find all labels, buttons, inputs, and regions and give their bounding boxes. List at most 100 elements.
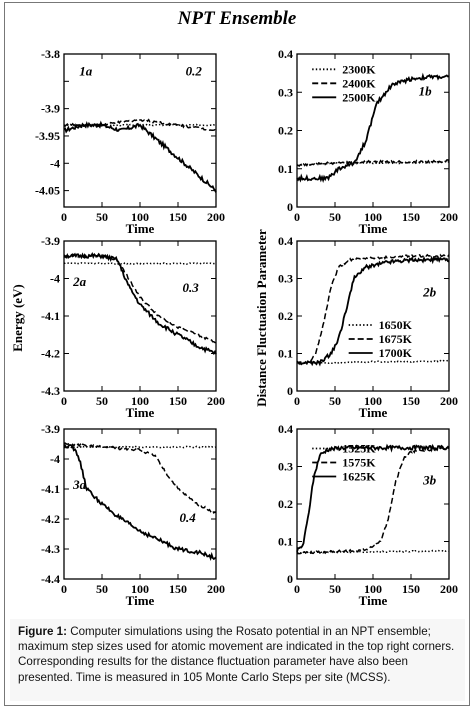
y-tick-label: -4 bbox=[50, 452, 60, 466]
legend-entry: 1700K bbox=[379, 346, 413, 360]
y-tick-label: -4 bbox=[50, 272, 60, 286]
y-tick-label: -4.1 bbox=[41, 309, 60, 323]
series-line-dotted bbox=[296, 359, 450, 365]
legend-entry: 1650K bbox=[379, 318, 413, 332]
plot-frame bbox=[296, 240, 450, 392]
y-tick-label: -4.4 bbox=[41, 572, 60, 586]
x-tick-label: 100 bbox=[131, 582, 149, 596]
step-size-label: 0.2 bbox=[186, 63, 203, 78]
step-size-label: 0.3 bbox=[183, 280, 200, 295]
figure-caption: Figure 1: Computer simulations using the… bbox=[10, 619, 465, 701]
x-tick-label: 150 bbox=[402, 394, 420, 408]
panel-2a: 0 50 100 150 200 Time -3.9 -4 -4.1 -4.2 -4.3 2a 0.3 bbox=[41, 234, 225, 420]
series-line-dashed bbox=[296, 253, 450, 366]
chart-area: Energy (eV) Distance Fluctuation Paramet… bbox=[10, 47, 458, 608]
x-tick-label: 100 bbox=[364, 582, 382, 596]
x-axis-label: Time bbox=[359, 405, 388, 420]
panel-label: 3b bbox=[422, 473, 437, 488]
y-tick-label: 0 bbox=[287, 200, 293, 214]
y-tick-label: -3.95 bbox=[35, 129, 60, 143]
series-line-solid bbox=[296, 255, 450, 367]
y-tick-label: -4.2 bbox=[41, 512, 60, 526]
caption-label: Figure 1: bbox=[18, 625, 67, 638]
series-line-solid bbox=[63, 444, 217, 561]
x-tick-label: 0 bbox=[61, 394, 67, 408]
y-tick-label: 0.2 bbox=[278, 124, 293, 138]
y-tick-label: -4.05 bbox=[35, 184, 60, 198]
x-tick-label: 0 bbox=[294, 394, 300, 408]
legend-entry: 2500K bbox=[342, 90, 376, 104]
panel-label: 1a bbox=[79, 63, 93, 78]
left-y-axis-label: Energy (eV) bbox=[10, 284, 25, 352]
y-tick-label: 0.3 bbox=[278, 85, 293, 99]
panel-label: 2a bbox=[72, 274, 87, 289]
x-tick-label: 200 bbox=[440, 582, 458, 596]
y-tick-label: 0.2 bbox=[278, 309, 293, 323]
panel-2b: 0 50 100 150 200 Time 0 0.1 0.2 0.3 0.4 2b 1650K1675… bbox=[278, 234, 458, 420]
x-tick-label: 150 bbox=[169, 210, 187, 224]
x-axis-label: Time bbox=[359, 221, 388, 236]
legend-entry: 2300K bbox=[342, 62, 376, 76]
series-line-dotted bbox=[296, 160, 450, 167]
x-tick-label: 150 bbox=[402, 582, 420, 596]
x-tick-label: 50 bbox=[329, 582, 341, 596]
x-tick-label: 0 bbox=[294, 582, 300, 596]
x-axis-label: Time bbox=[359, 593, 388, 608]
x-tick-label: 100 bbox=[364, 210, 382, 224]
y-tick-label: -4 bbox=[50, 156, 60, 170]
legend-entry: 2400K bbox=[342, 76, 376, 90]
y-tick-label: 0.4 bbox=[278, 234, 293, 248]
plot-frame bbox=[63, 428, 217, 580]
x-tick-label: 150 bbox=[169, 582, 187, 596]
legend-entry: 1525K bbox=[342, 442, 376, 456]
x-tick-label: 50 bbox=[96, 210, 108, 224]
plot-frame bbox=[63, 53, 217, 208]
x-tick-label: 0 bbox=[61, 210, 67, 224]
y-tick-label: -4.1 bbox=[41, 482, 60, 496]
y-tick-label: 0.2 bbox=[278, 497, 293, 511]
x-tick-label: 50 bbox=[329, 210, 341, 224]
x-tick-label: 200 bbox=[207, 394, 225, 408]
right-y-axis-label: Distance Fluctuation Parameter bbox=[254, 229, 269, 407]
y-tick-label: 0.1 bbox=[278, 162, 293, 176]
y-tick-label: -4.3 bbox=[41, 542, 60, 556]
x-tick-label: 200 bbox=[440, 394, 458, 408]
y-tick-label: -4.3 bbox=[41, 384, 60, 398]
x-tick-label: 100 bbox=[131, 210, 149, 224]
panel-1b: 0 50 100 150 200 Time 0 0.1 0.2 0.3 0.4 1b 2300K2400… bbox=[278, 47, 458, 236]
y-tick-label: 0.4 bbox=[278, 422, 293, 436]
x-tick-label: 50 bbox=[96, 394, 108, 408]
y-tick-label: 0.1 bbox=[278, 535, 293, 549]
figure-frame bbox=[4, 2, 470, 706]
panel-3b: 0 50 100 150 200 Time 0 0.1 0.2 0.3 0.4 3b 1525K1575… bbox=[278, 422, 458, 608]
series-line-dotted bbox=[64, 261, 217, 266]
x-tick-label: 0 bbox=[61, 582, 67, 596]
series-line-solid bbox=[63, 120, 217, 193]
panel-1a: 0 50 100 150 200 Time -3.8 -3.9 -3.95 -4 -4.05 1a 0.… bbox=[35, 47, 225, 236]
panel-label: 2b bbox=[422, 285, 437, 300]
y-tick-label: 0.3 bbox=[278, 460, 293, 474]
y-tick-label: 0 bbox=[287, 572, 293, 586]
x-tick-label: 150 bbox=[169, 394, 187, 408]
y-tick-label: 0.3 bbox=[278, 272, 293, 286]
series-line-solid bbox=[296, 72, 450, 184]
x-tick-label: 200 bbox=[207, 582, 225, 596]
x-tick-label: 100 bbox=[364, 394, 382, 408]
legend-entry: 1625K bbox=[342, 470, 376, 484]
panel-label: 1b bbox=[419, 83, 433, 98]
y-tick-label: 0.4 bbox=[278, 47, 293, 61]
x-tick-label: 50 bbox=[96, 582, 108, 596]
x-tick-label: 50 bbox=[329, 394, 341, 408]
series-line-solid bbox=[63, 252, 217, 356]
series-line-solid bbox=[296, 443, 450, 552]
x-tick-label: 200 bbox=[207, 210, 225, 224]
x-axis-label: Time bbox=[126, 221, 155, 236]
step-size-label: 0.4 bbox=[180, 510, 197, 525]
x-axis-label: Time bbox=[126, 593, 155, 608]
legend-entry: 1675K bbox=[379, 332, 413, 346]
y-tick-label: 0.1 bbox=[278, 347, 293, 361]
panel-3a: 0 50 100 150 200 Time -3.9 -4 -4.1 -4.2 -4.3 -4.4 3a… bbox=[41, 422, 225, 608]
x-tick-label: 100 bbox=[131, 394, 149, 408]
series-line-dashed bbox=[63, 117, 217, 132]
y-tick-label: 0 bbox=[287, 384, 293, 398]
